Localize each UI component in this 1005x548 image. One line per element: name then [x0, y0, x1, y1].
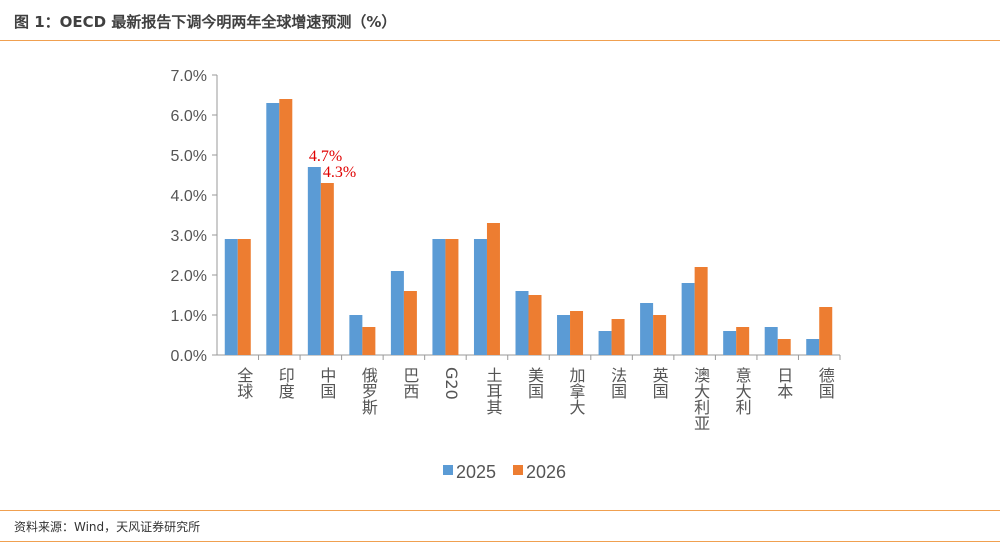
bar-2026-澳大利亚: [694, 267, 708, 355]
legend-label: 2026: [526, 462, 566, 482]
bar-2025-英国: [640, 303, 654, 355]
figure-title: 图 1：OECD 最新报告下调今明两年全球增速预测（%）: [14, 13, 397, 31]
legend-swatch-2026: [513, 465, 523, 475]
bar-2025-印度: [266, 103, 280, 355]
x-tick-label: 印度: [276, 367, 295, 399]
x-tick-label: 俄罗斯: [359, 367, 378, 416]
x-tick-label: 全球: [234, 367, 253, 399]
y-tick-label: 7.0%: [171, 68, 207, 85]
x-tick-label: 澳大利亚: [691, 367, 710, 431]
title-divider: [0, 40, 1000, 41]
x-tick-label: 英国: [650, 367, 669, 399]
y-tick-label: 0.0%: [171, 348, 207, 365]
x-tick-label: 美国: [525, 367, 544, 399]
bar-2026-巴西: [403, 291, 417, 355]
source-note: 资料来源：Wind，天风证券研究所: [14, 520, 201, 534]
bar-2025-美国: [515, 291, 529, 355]
bar-2026-土耳其: [486, 223, 500, 355]
bar-2025-中国: [307, 167, 321, 355]
bar-2026-中国: [320, 183, 334, 355]
bar-2026-德国: [819, 307, 833, 355]
bar-2026-英国: [653, 315, 667, 355]
x-tick-label: 德国: [816, 367, 835, 399]
bar-2025-法国: [598, 331, 612, 355]
bar-2026-美国: [528, 295, 542, 355]
x-tick-label: G20: [442, 367, 461, 400]
bar-2025-意大利: [723, 331, 737, 355]
bar-2025-日本: [764, 327, 778, 355]
x-tick-label: 加拿大: [567, 367, 586, 415]
legend-label: 2025: [456, 462, 496, 482]
bar-2025-巴西: [390, 271, 404, 355]
bar-2025-澳大利亚: [681, 283, 695, 355]
y-tick-label: 1.0%: [171, 308, 207, 325]
y-tick-label: 5.0%: [171, 148, 207, 165]
bar-2025-G20: [432, 239, 446, 355]
x-tick-label: 法国: [608, 367, 627, 399]
bar-2025-土耳其: [473, 239, 487, 355]
bar-2025-加拿大: [557, 315, 571, 355]
bar-2026-加拿大: [570, 311, 584, 355]
y-tick-label: 4.0%: [171, 188, 207, 205]
x-tick-label: 意大利: [733, 366, 752, 415]
bar-2025-俄罗斯: [349, 315, 363, 355]
bar-2026-俄罗斯: [362, 327, 376, 355]
y-tick-label: 6.0%: [171, 108, 207, 125]
bar-2026-G20: [445, 239, 459, 355]
x-tick-label: 土耳其: [483, 367, 502, 415]
bar-2026-全球: [237, 239, 251, 355]
bar-2025-全球: [224, 239, 238, 355]
y-tick-label: 3.0%: [171, 228, 207, 245]
bar-2026-印度: [279, 99, 293, 355]
bar-2026-意大利: [736, 327, 750, 355]
y-tick-label: 2.0%: [171, 268, 207, 285]
x-tick-label: 中国: [317, 367, 336, 399]
source-divider-top: [0, 510, 1000, 511]
source-divider-bottom: [0, 541, 1000, 542]
data-label: 4.3%: [323, 164, 356, 181]
bar-2026-日本: [777, 339, 791, 355]
x-tick-label: 巴西: [400, 367, 419, 399]
data-label: 4.7%: [309, 148, 342, 165]
legend-swatch-2025: [443, 465, 453, 475]
bar-2026-法国: [611, 319, 625, 355]
x-tick-label: 日本: [774, 367, 793, 399]
bar-2025-德国: [806, 339, 820, 355]
